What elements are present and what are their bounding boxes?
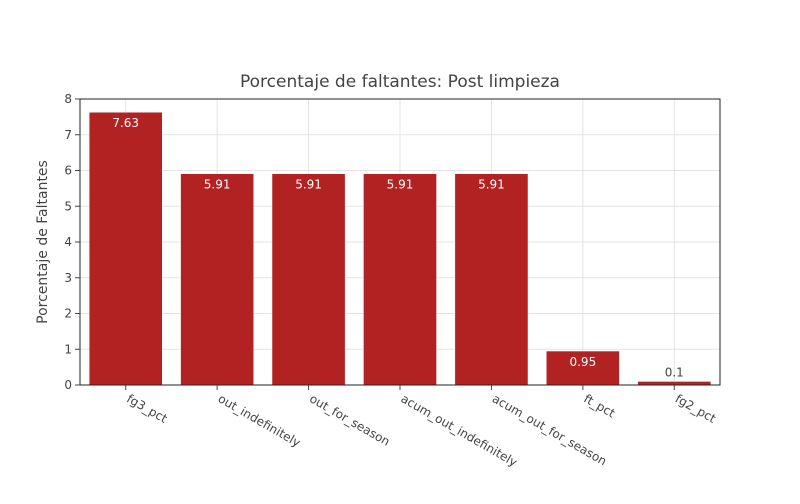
data-label: 7.63 (112, 116, 139, 130)
bar-fg2_pct[interactable] (637, 381, 712, 386)
bars-layer (88, 111, 712, 386)
bar-acum_out_indefinitely[interactable] (363, 173, 437, 386)
y-tick-label: 2 (64, 307, 72, 321)
bar-out_indefinitely[interactable] (180, 173, 254, 386)
x-axis: fg3_pct out_indefinitely out_for_season acu… (124, 385, 718, 470)
y-axis: 0 1 2 3 4 5 6 7 8 (64, 92, 80, 392)
data-label: 5.91 (387, 178, 414, 192)
y-tick-label: 0 (64, 378, 72, 392)
y-tick-label: 3 (64, 271, 72, 285)
data-label: 5.91 (295, 178, 322, 192)
x-tick-label: fg2_pct (673, 391, 719, 425)
data-label: 0.1 (665, 365, 684, 379)
chart-title: Porcentaje de faltantes: Post limpieza (240, 72, 560, 92)
y-tick-label: 1 (64, 342, 72, 356)
bar-ft_pct[interactable] (546, 350, 620, 386)
y-tick-label: 6 (64, 164, 72, 178)
bar-fg3_pct[interactable] (88, 111, 163, 386)
y-tick-label: 5 (64, 199, 72, 213)
x-tick-label: ft_pct (581, 391, 617, 420)
x-tick-label: out_indefinitely (216, 391, 303, 449)
data-label: 5.91 (204, 178, 231, 192)
y-axis-title: Porcentaje de Faltantes (35, 160, 51, 324)
bar-acum_out_for_season[interactable] (454, 173, 529, 386)
x-tick-label: out_for_season (307, 391, 392, 448)
y-tick-label: 8 (64, 92, 72, 106)
y-tick-label: 4 (64, 235, 72, 249)
data-label: 0.95 (569, 355, 596, 369)
y-tick-label: 7 (64, 128, 72, 142)
data-labels-layer: 7.63 5.91 5.91 5.91 5.91 0.95 0.1 (112, 116, 683, 379)
data-label: 5.91 (478, 178, 505, 192)
bar-out_for_season[interactable] (271, 173, 346, 386)
x-tick-label: fg3_pct (124, 391, 170, 425)
